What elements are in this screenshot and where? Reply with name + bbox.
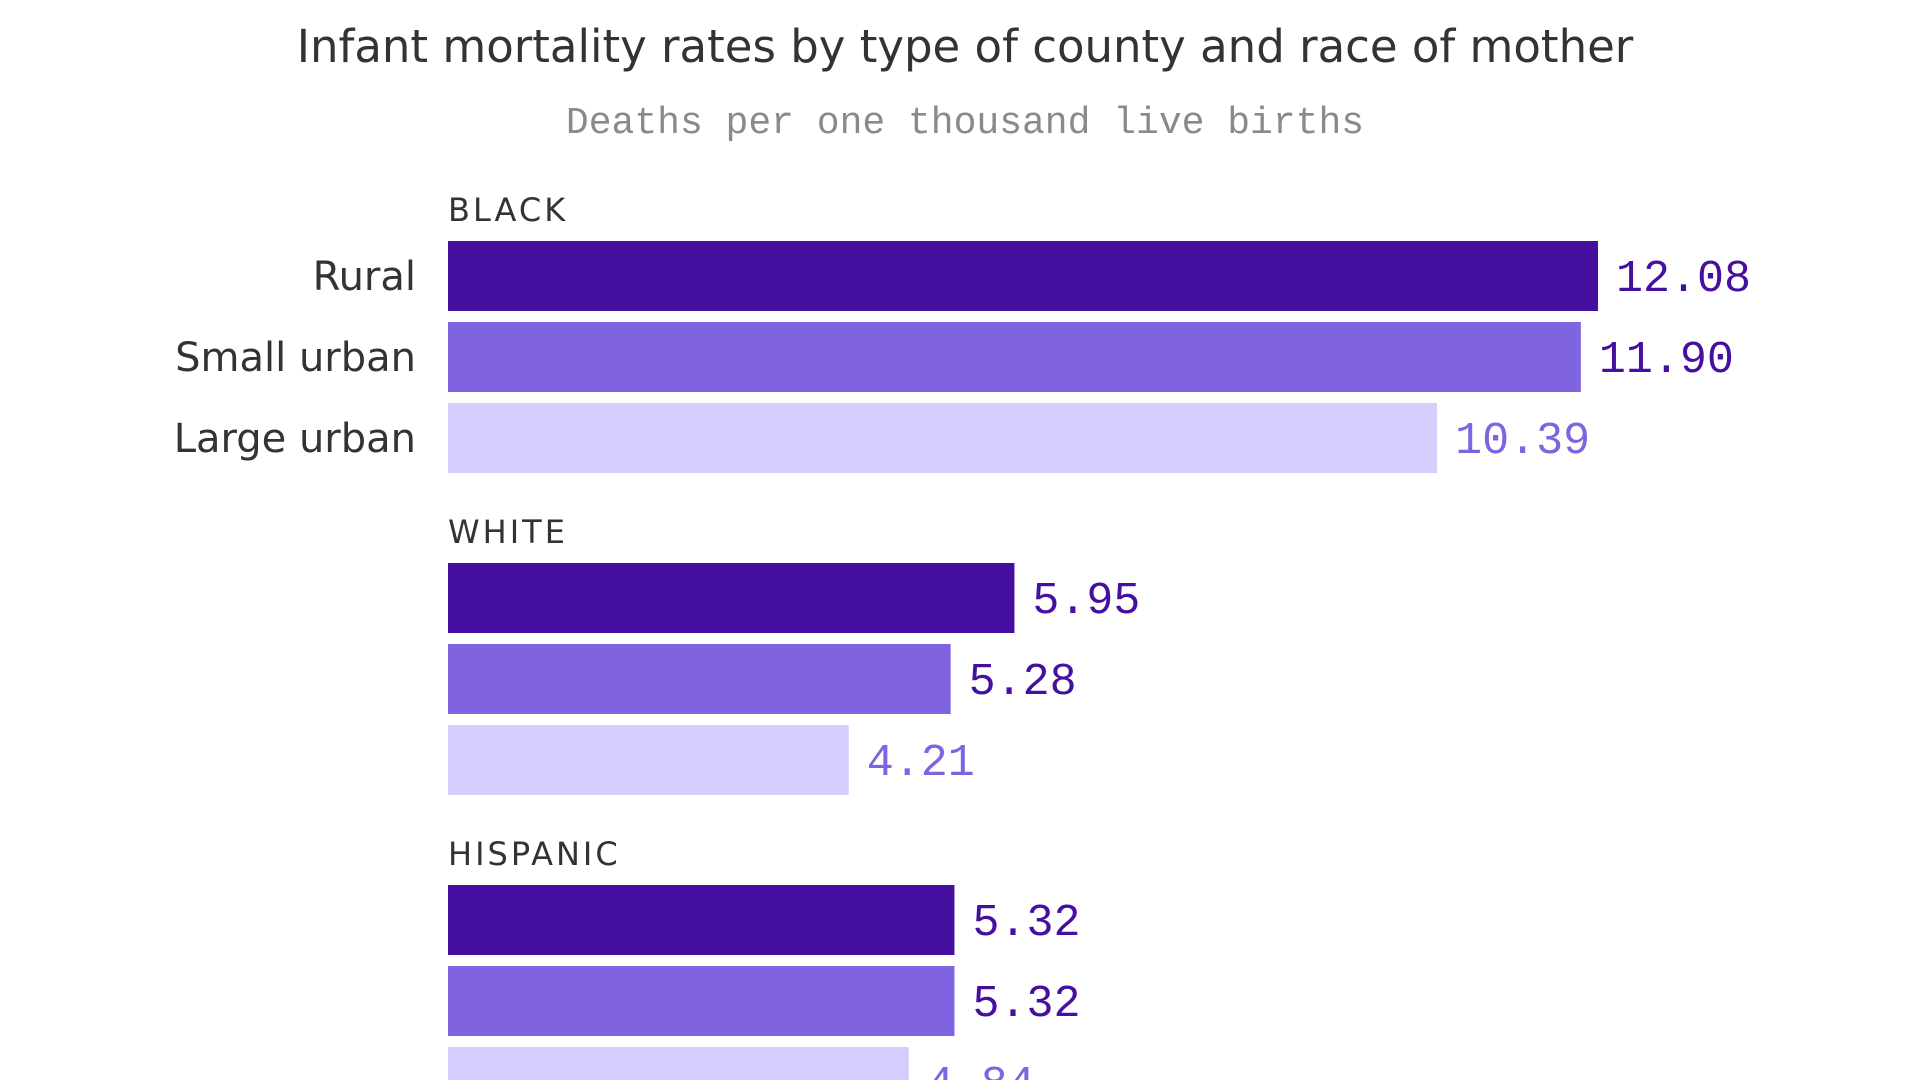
bar-hispanic-large-urban [448,1047,909,1080]
chart-subtitle: Deaths per one thousand live births [566,102,1364,145]
value-label-hispanic-small-urban: 5.32 [972,979,1080,1030]
group-label-white: WHITE [448,513,568,551]
value-label-black-rural: 12.08 [1616,254,1751,305]
bar-hispanic-rural [448,885,955,955]
bar-white-large-urban [448,725,849,795]
category-label-large-urban: Large urban [174,416,416,462]
bar-black-rural [448,241,1598,311]
chart-title: Infant mortality rates by type of county… [297,20,1634,73]
value-label-hispanic-rural: 5.32 [972,898,1080,949]
value-label-black-large-urban: 10.39 [1455,416,1590,467]
category-label-small-urban: Small urban [175,335,416,381]
bar-white-rural [448,563,1015,633]
group-label-hispanic: HISPANIC [448,835,621,873]
value-label-white-rural: 5.95 [1032,576,1140,627]
value-label-black-small-urban: 11.90 [1599,335,1734,386]
group-label-black: BLACK [448,191,568,229]
value-label-hispanic-large-urban: 4.84 [927,1060,1035,1080]
bar-black-small-urban [448,322,1581,392]
bars-layer: Rural Small urban Large urban BLACK 12.08 11.… [174,191,1751,1080]
bar-hispanic-small-urban [448,966,955,1036]
value-label-white-large-urban: 4.21 [867,738,975,789]
bar-white-small-urban [448,644,951,714]
value-label-white-small-urban: 5.28 [969,657,1077,708]
category-label-rural: Rural [313,254,416,300]
bar-black-large-urban [448,403,1438,473]
